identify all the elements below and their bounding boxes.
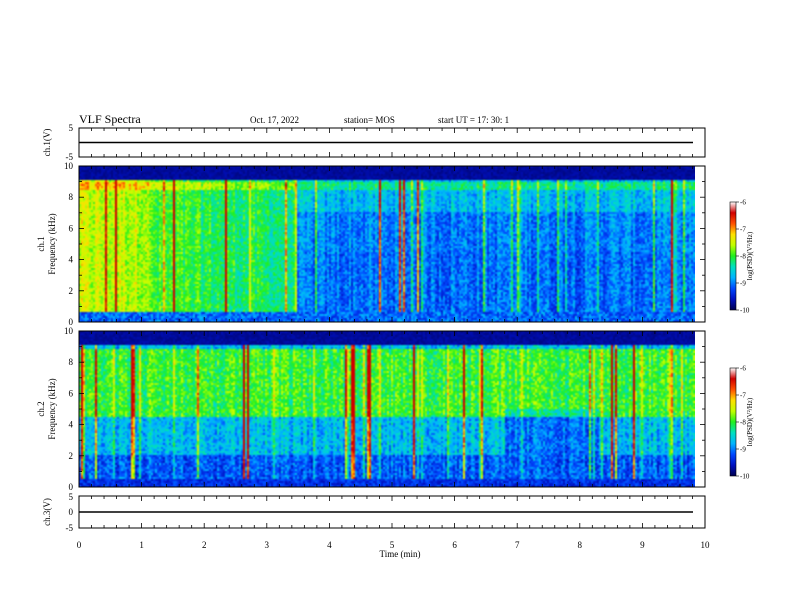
- x-tick-label: 5: [390, 540, 395, 550]
- ch2-colorbar: -6 -7 -8 -9 -10 log(PSD)(V²/Hz): [729, 365, 754, 481]
- ch2-spectrogram-ylabel-line1: ch.2: [36, 401, 46, 416]
- ch1-waveform-panel: 5 -5 ch.1(V): [42, 123, 706, 162]
- ch2-spectrogram-panel: 0 2 4 6 8 10 ch.2 Frequency (kHz): [36, 326, 706, 492]
- ch3-ytick-neg5: -5: [66, 523, 74, 533]
- y-tick-label: 8: [69, 192, 74, 202]
- colorbar-tick-label: -8: [740, 253, 746, 261]
- colorbar-tick-label: -10: [740, 307, 750, 315]
- colorbar-tick-label: -7: [740, 392, 746, 400]
- ch3-waveform-panel: 5 0 -5 ch.3(V): [42, 492, 706, 533]
- x-tick-label: 1: [139, 540, 144, 550]
- figure-title: VLF Spectra: [79, 112, 141, 126]
- header-date: Oct. 17, 2022: [250, 115, 299, 125]
- colorbar-tick-label: -7: [740, 226, 746, 234]
- colorbar-label: log(PSD)(V²/Hz): [746, 231, 754, 280]
- ch3-ytick-5: 5: [69, 492, 74, 502]
- y-tick-label: 4: [69, 255, 74, 265]
- colorbar-tick-label: -6: [740, 199, 746, 207]
- ch1-ytick-5: 5: [69, 123, 74, 133]
- y-tick-label: 2: [69, 451, 74, 461]
- ch2-spectrogram-ylabel-line2: Frequency (kHz): [47, 378, 57, 439]
- colorbar-tick-label: -9: [740, 446, 746, 454]
- ch1-spectrogram-ylabel-line2: Frequency (kHz): [47, 213, 57, 274]
- header-start-ut: start UT = 17: 30: 1: [438, 115, 509, 125]
- y-tick-label: 2: [69, 286, 74, 296]
- y-tick-label: 6: [69, 223, 74, 233]
- y-tick-label: 10: [64, 161, 74, 171]
- ch1-colorbar: -6 -7 -8 -9 -10 log(PSD)(V²/Hz): [729, 199, 754, 315]
- y-tick-label: 4: [69, 420, 74, 430]
- colorbar-tick-label: -9: [740, 280, 746, 288]
- ch2-spectrogram-image: [79, 331, 695, 487]
- colorbar-scale: [729, 201, 737, 311]
- colorbar-scale: [729, 367, 737, 477]
- ch3-waveform-ylabel: ch.3(V): [42, 498, 52, 526]
- y-tick-label: 8: [69, 357, 74, 367]
- colorbar-tick-label: -6: [740, 365, 746, 373]
- x-tick-label: 10: [701, 540, 711, 550]
- ch1-ytick-neg5: -5: [66, 152, 74, 162]
- x-tick-label: 7: [515, 540, 520, 550]
- x-tick-label: 9: [640, 540, 645, 550]
- y-tick-label: 0: [69, 482, 74, 492]
- x-tick-label: 8: [578, 540, 583, 550]
- y-tick-label: 0: [69, 317, 74, 327]
- ch1-spectrogram-panel: 0 2 4 6 8 10 ch.1 Frequency (kHz): [36, 161, 706, 327]
- x-tick-label: 0: [77, 540, 82, 550]
- x-tick-label: 6: [452, 540, 457, 550]
- ch1-spectrogram-ylabel-line1: ch.1: [36, 236, 46, 251]
- x-tick-label: 4: [327, 540, 332, 550]
- colorbar-tick-label: -8: [740, 419, 746, 427]
- x-axis-label: Time (min): [380, 549, 421, 559]
- ch3-ytick-0: 0: [69, 507, 74, 517]
- ch1-spectrogram-image: [79, 166, 695, 322]
- colorbar-tick-label: -10: [740, 473, 750, 481]
- y-tick-label: 10: [64, 326, 74, 336]
- header-station: station= MOS: [344, 115, 395, 125]
- ch1-waveform-ylabel: ch.1(V): [42, 129, 52, 157]
- x-tick-label: 2: [202, 540, 207, 550]
- x-tick-label: 3: [265, 540, 270, 550]
- colorbar-label: log(PSD)(V²/Hz): [746, 397, 754, 446]
- y-tick-label: 6: [69, 388, 74, 398]
